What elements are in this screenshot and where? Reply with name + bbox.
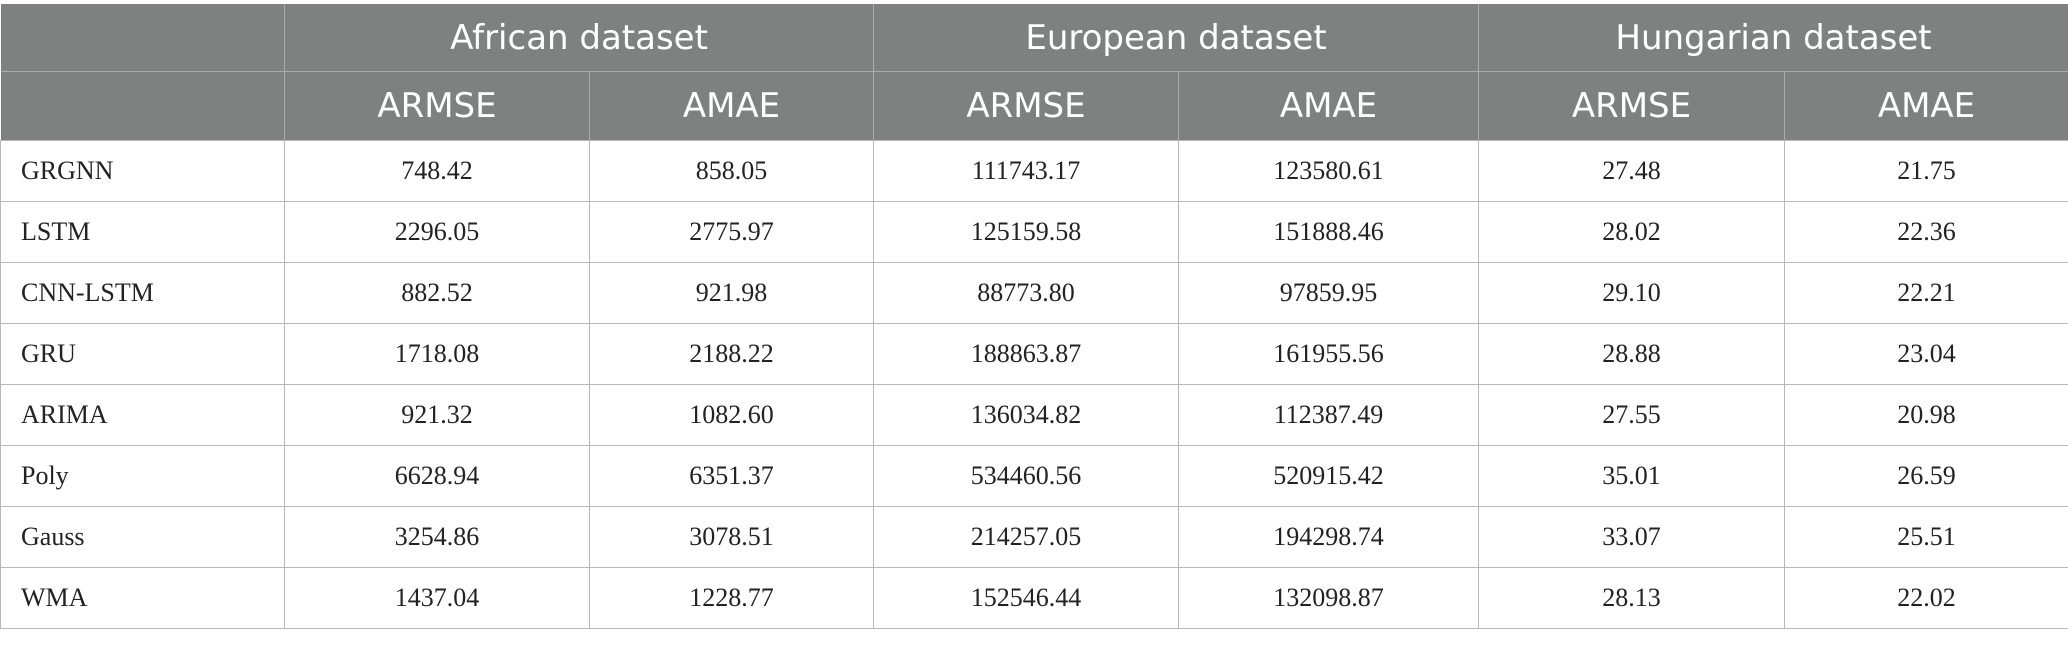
metric-value-cell: 748.42 xyxy=(284,140,590,202)
model-name-cell: ARIMA xyxy=(0,384,285,446)
metric-value-cell: 1718.08 xyxy=(284,323,590,385)
table-row: GRGNN 748.42 858.05 111743.17 123580.61 27.48… xyxy=(0,140,2068,202)
metric-value-cell: 29.10 xyxy=(1478,262,1785,324)
metric-value-cell: 214257.05 xyxy=(873,506,1179,568)
table-row: WMA 1437.04 1228.77 152546.44 132098.87 28.13… xyxy=(0,567,2068,629)
metric-value-cell: 534460.56 xyxy=(873,445,1179,507)
header-metric: AMAE xyxy=(1178,71,1479,141)
table-row: LSTM 2296.05 2775.97 125159.58 151888.46 28.0… xyxy=(0,201,2068,263)
metric-value-cell: 123580.61 xyxy=(1178,140,1479,202)
header-metric: ARMSE xyxy=(1478,71,1785,141)
metric-value-cell: 1082.60 xyxy=(589,384,874,446)
metric-value-cell: 27.55 xyxy=(1478,384,1785,446)
metric-value-cell: 3254.86 xyxy=(284,506,590,568)
metric-value-cell: 22.02 xyxy=(1784,567,2068,629)
metric-value-cell: 28.88 xyxy=(1478,323,1785,385)
metric-value-cell: 152546.44 xyxy=(873,567,1179,629)
metric-value-cell: 125159.58 xyxy=(873,201,1179,263)
model-name-cell: GRU xyxy=(0,323,285,385)
header-group-african: African dataset xyxy=(284,4,874,72)
metric-value-cell: 194298.74 xyxy=(1178,506,1479,568)
metric-value-cell: 26.59 xyxy=(1784,445,2068,507)
metric-value-cell: 520915.42 xyxy=(1178,445,1479,507)
metric-value-cell: 188863.87 xyxy=(873,323,1179,385)
header-metric: AMAE xyxy=(589,71,874,141)
metric-value-cell: 2188.22 xyxy=(589,323,874,385)
header-metric: ARMSE xyxy=(873,71,1179,141)
header-corner-cell xyxy=(0,4,285,72)
metric-value-cell: 132098.87 xyxy=(1178,567,1479,629)
metric-value-cell: 921.32 xyxy=(284,384,590,446)
metric-value-cell: 21.75 xyxy=(1784,140,2068,202)
metric-value-cell: 111743.17 xyxy=(873,140,1179,202)
metric-value-cell: 97859.95 xyxy=(1178,262,1479,324)
metric-value-cell: 151888.46 xyxy=(1178,201,1479,263)
model-name-cell: Poly xyxy=(0,445,285,507)
table-row: GRU 1718.08 2188.22 188863.87 161955.56 28.88… xyxy=(0,323,2068,385)
metric-value-cell: 6628.94 xyxy=(284,445,590,507)
model-name-cell: LSTM xyxy=(0,201,285,263)
header-metric-row: ARMSE AMAE ARMSE AMAE ARMSE AMAE xyxy=(0,71,2068,141)
metric-value-cell: 25.51 xyxy=(1784,506,2068,568)
metric-value-cell: 22.21 xyxy=(1784,262,2068,324)
metric-value-cell: 112387.49 xyxy=(1178,384,1479,446)
metric-value-cell: 161955.56 xyxy=(1178,323,1479,385)
header-group-row: African dataset European dataset Hungari… xyxy=(0,4,2068,72)
header-corner-cell xyxy=(0,71,285,141)
table-body: GRGNN 748.42 858.05 111743.17 123580.61 27.48… xyxy=(0,140,2068,629)
metric-value-cell: 2296.05 xyxy=(284,201,590,263)
metric-value-cell: 2775.97 xyxy=(589,201,874,263)
metric-value-cell: 3078.51 xyxy=(589,506,874,568)
metric-value-cell: 23.04 xyxy=(1784,323,2068,385)
metric-value-cell: 27.48 xyxy=(1478,140,1785,202)
table-row: Poly 6628.94 6351.37 534460.56 520915.42 35.0… xyxy=(0,445,2068,507)
metric-value-cell: 882.52 xyxy=(284,262,590,324)
metric-value-cell: 35.01 xyxy=(1478,445,1785,507)
table-row: CNN-LSTM 882.52 921.98 88773.80 97859.95 29.1… xyxy=(0,262,2068,324)
table-header: African dataset European dataset Hungari… xyxy=(0,4,2068,141)
model-name-cell: CNN-LSTM xyxy=(0,262,285,324)
metric-value-cell: 6351.37 xyxy=(589,445,874,507)
metric-value-cell: 28.13 xyxy=(1478,567,1785,629)
metric-value-cell: 921.98 xyxy=(589,262,874,324)
metric-value-cell: 136034.82 xyxy=(873,384,1179,446)
metric-value-cell: 1228.77 xyxy=(589,567,874,629)
metric-value-cell: 33.07 xyxy=(1478,506,1785,568)
metric-value-cell: 20.98 xyxy=(1784,384,2068,446)
metric-value-cell: 1437.04 xyxy=(284,567,590,629)
table-row: ARIMA 921.32 1082.60 136034.82 112387.49 27.5… xyxy=(0,384,2068,446)
header-metric: AMAE xyxy=(1784,71,2068,141)
results-table: African dataset European dataset Hungari… xyxy=(0,4,2068,629)
header-metric: ARMSE xyxy=(284,71,590,141)
header-group-european: European dataset xyxy=(873,4,1479,72)
table-row: Gauss 3254.86 3078.51 214257.05 194298.74 33.… xyxy=(0,506,2068,568)
metric-value-cell: 88773.80 xyxy=(873,262,1179,324)
model-name-cell: WMA xyxy=(0,567,285,629)
metric-value-cell: 22.36 xyxy=(1784,201,2068,263)
metric-value-cell: 28.02 xyxy=(1478,201,1785,263)
model-name-cell: Gauss xyxy=(0,506,285,568)
metric-value-cell: 858.05 xyxy=(589,140,874,202)
header-group-hungarian: Hungarian dataset xyxy=(1478,4,2068,72)
model-name-cell: GRGNN xyxy=(0,140,285,202)
